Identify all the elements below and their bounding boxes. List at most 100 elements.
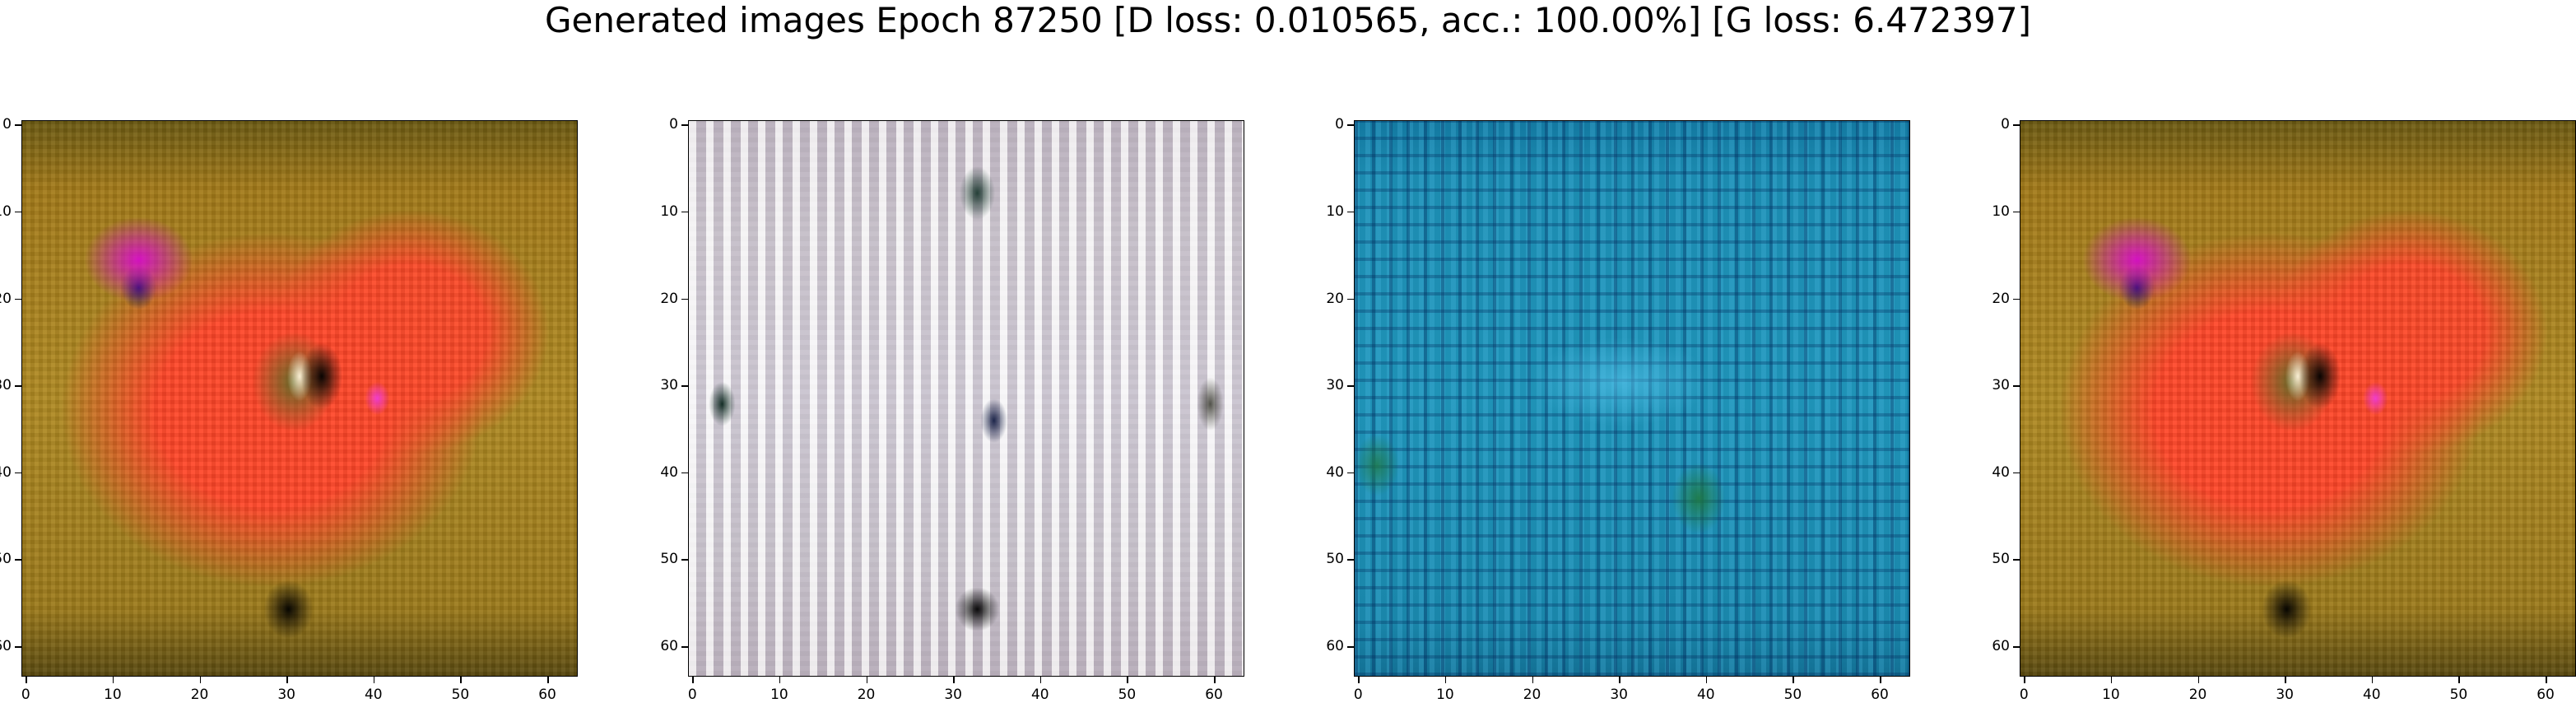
y-tick-mark [1347, 559, 1354, 561]
x-tick-mark [1127, 677, 1128, 683]
y-tick-mark [2013, 298, 2020, 300]
y-tick-mark [1347, 298, 1354, 300]
x-tick-label: 10 [1436, 687, 1454, 703]
figure-title: Generated images Epoch 87250 [D loss: 0.… [544, 0, 2032, 40]
generated-image-1 [21, 120, 578, 677]
x-tick-mark [1214, 677, 1216, 683]
x-tick-mark [1444, 677, 1447, 683]
image-panel-1: 0 10 20 30 40 50 60 0 10 20 30 40 50 60 [0, 116, 578, 703]
y-tick-mark [2013, 385, 2020, 387]
y-tick-label: 40 [1992, 463, 2010, 481]
y-tick-mark [2013, 124, 2020, 126]
y-tick-label: 30 [1326, 377, 1344, 394]
y-tick-mark [15, 472, 21, 474]
y-tick-mark [681, 472, 688, 474]
x-tick-mark [1039, 677, 1042, 683]
x-tick-label: 20 [857, 687, 876, 703]
x-tick-mark [1793, 677, 1794, 683]
x-tick-label: 20 [190, 687, 209, 703]
x-tick-label: 60 [2536, 687, 2555, 703]
x-tick-label: 30 [1610, 687, 1628, 703]
y-tick-label: 60 [660, 638, 678, 655]
y-tick-mark [681, 385, 688, 387]
x-tick-label: 0 [21, 687, 30, 703]
x-tick-mark [2371, 677, 2374, 683]
x-tick-mark [2197, 677, 2200, 683]
x-tick-mark [547, 677, 549, 683]
x-tick-mark [2458, 677, 2460, 683]
x-tick-label: 0 [687, 687, 697, 703]
x-tick-label: 50 [2449, 687, 2468, 703]
y-tick-label: 0 [2, 116, 12, 133]
x-tick-label: 40 [364, 687, 383, 703]
x-tick-label: 50 [1783, 687, 1802, 703]
y-tick-label: 40 [1326, 463, 1344, 481]
x-tick-mark [373, 677, 375, 683]
x-tick-label: 20 [2188, 687, 2207, 703]
x-tick-label: 20 [1523, 687, 1541, 703]
x-tick-label: 50 [451, 687, 470, 703]
x-tick-label: 0 [1353, 687, 1363, 703]
image-panel-3: 0 10 20 30 40 50 60 0 10 20 30 40 50 60 [1326, 116, 1910, 703]
y-tick-mark [681, 124, 688, 126]
x-tick-mark [866, 677, 868, 683]
x-tick-label: 40 [1696, 687, 1715, 703]
y-tick-label: 30 [0, 377, 12, 394]
x-tick-mark [2110, 677, 2113, 683]
generated-image-3 [1354, 120, 1910, 677]
y-tick-mark [681, 559, 688, 561]
y-tick-label: 40 [0, 463, 12, 481]
x-tick-label: 10 [770, 687, 788, 703]
y-tick-mark [1347, 472, 1354, 474]
y-tick-mark [2013, 211, 2020, 213]
y-tick-mark [15, 559, 21, 561]
x-tick-mark [692, 677, 694, 683]
x-tick-label: 10 [2102, 687, 2120, 703]
y-tick-label: 20 [1326, 290, 1344, 307]
y-tick-label: 10 [1992, 203, 2010, 220]
x-tick-label: 50 [1118, 687, 1137, 703]
x-tick-label: 30 [277, 687, 295, 703]
x-tick-mark [199, 677, 202, 683]
x-tick-label: 40 [2362, 687, 2381, 703]
y-tick-label: 60 [0, 638, 12, 655]
y-tick-label: 50 [1992, 551, 2010, 568]
x-tick-label: 60 [1871, 687, 1889, 703]
y-tick-label: 30 [1992, 377, 2010, 394]
x-tick-label: 60 [538, 687, 556, 703]
x-tick-label: 60 [1205, 687, 1223, 703]
y-tick-mark [681, 298, 688, 300]
generated-image-2 [688, 120, 1244, 677]
generated-image-4 [2020, 120, 2576, 677]
y-tick-label: 30 [660, 377, 678, 394]
y-tick-label: 20 [0, 290, 12, 307]
x-tick-mark [1358, 677, 1360, 683]
x-tick-mark [26, 677, 27, 683]
x-tick-mark [286, 677, 288, 683]
y-tick-mark [2013, 559, 2020, 561]
x-tick-mark [460, 677, 462, 683]
x-tick-mark [1880, 677, 1881, 683]
y-tick-label: 20 [1992, 290, 2010, 307]
x-tick-mark [779, 677, 781, 683]
y-tick-mark [15, 385, 21, 387]
y-tick-mark [1347, 124, 1354, 126]
x-tick-mark [112, 677, 114, 683]
y-tick-mark [15, 124, 21, 126]
x-tick-label: 40 [1030, 687, 1049, 703]
x-tick-mark [953, 677, 955, 683]
y-tick-label: 50 [1326, 551, 1344, 568]
y-tick-label: 50 [0, 551, 12, 568]
y-tick-label: 10 [1326, 203, 1344, 220]
x-tick-label: 30 [944, 687, 962, 703]
y-tick-label: 50 [660, 551, 678, 568]
y-tick-label: 0 [1335, 116, 1344, 133]
image-panel-4: 0 10 20 30 40 50 60 0 10 20 30 40 50 60 [1992, 116, 2576, 703]
y-tick-mark [2013, 472, 2020, 474]
y-tick-mark [15, 298, 21, 300]
y-tick-label: 20 [660, 290, 678, 307]
y-tick-mark [1347, 385, 1354, 387]
x-tick-label: 30 [2276, 687, 2294, 703]
y-tick-mark [15, 646, 21, 648]
y-tick-label: 10 [0, 203, 12, 220]
